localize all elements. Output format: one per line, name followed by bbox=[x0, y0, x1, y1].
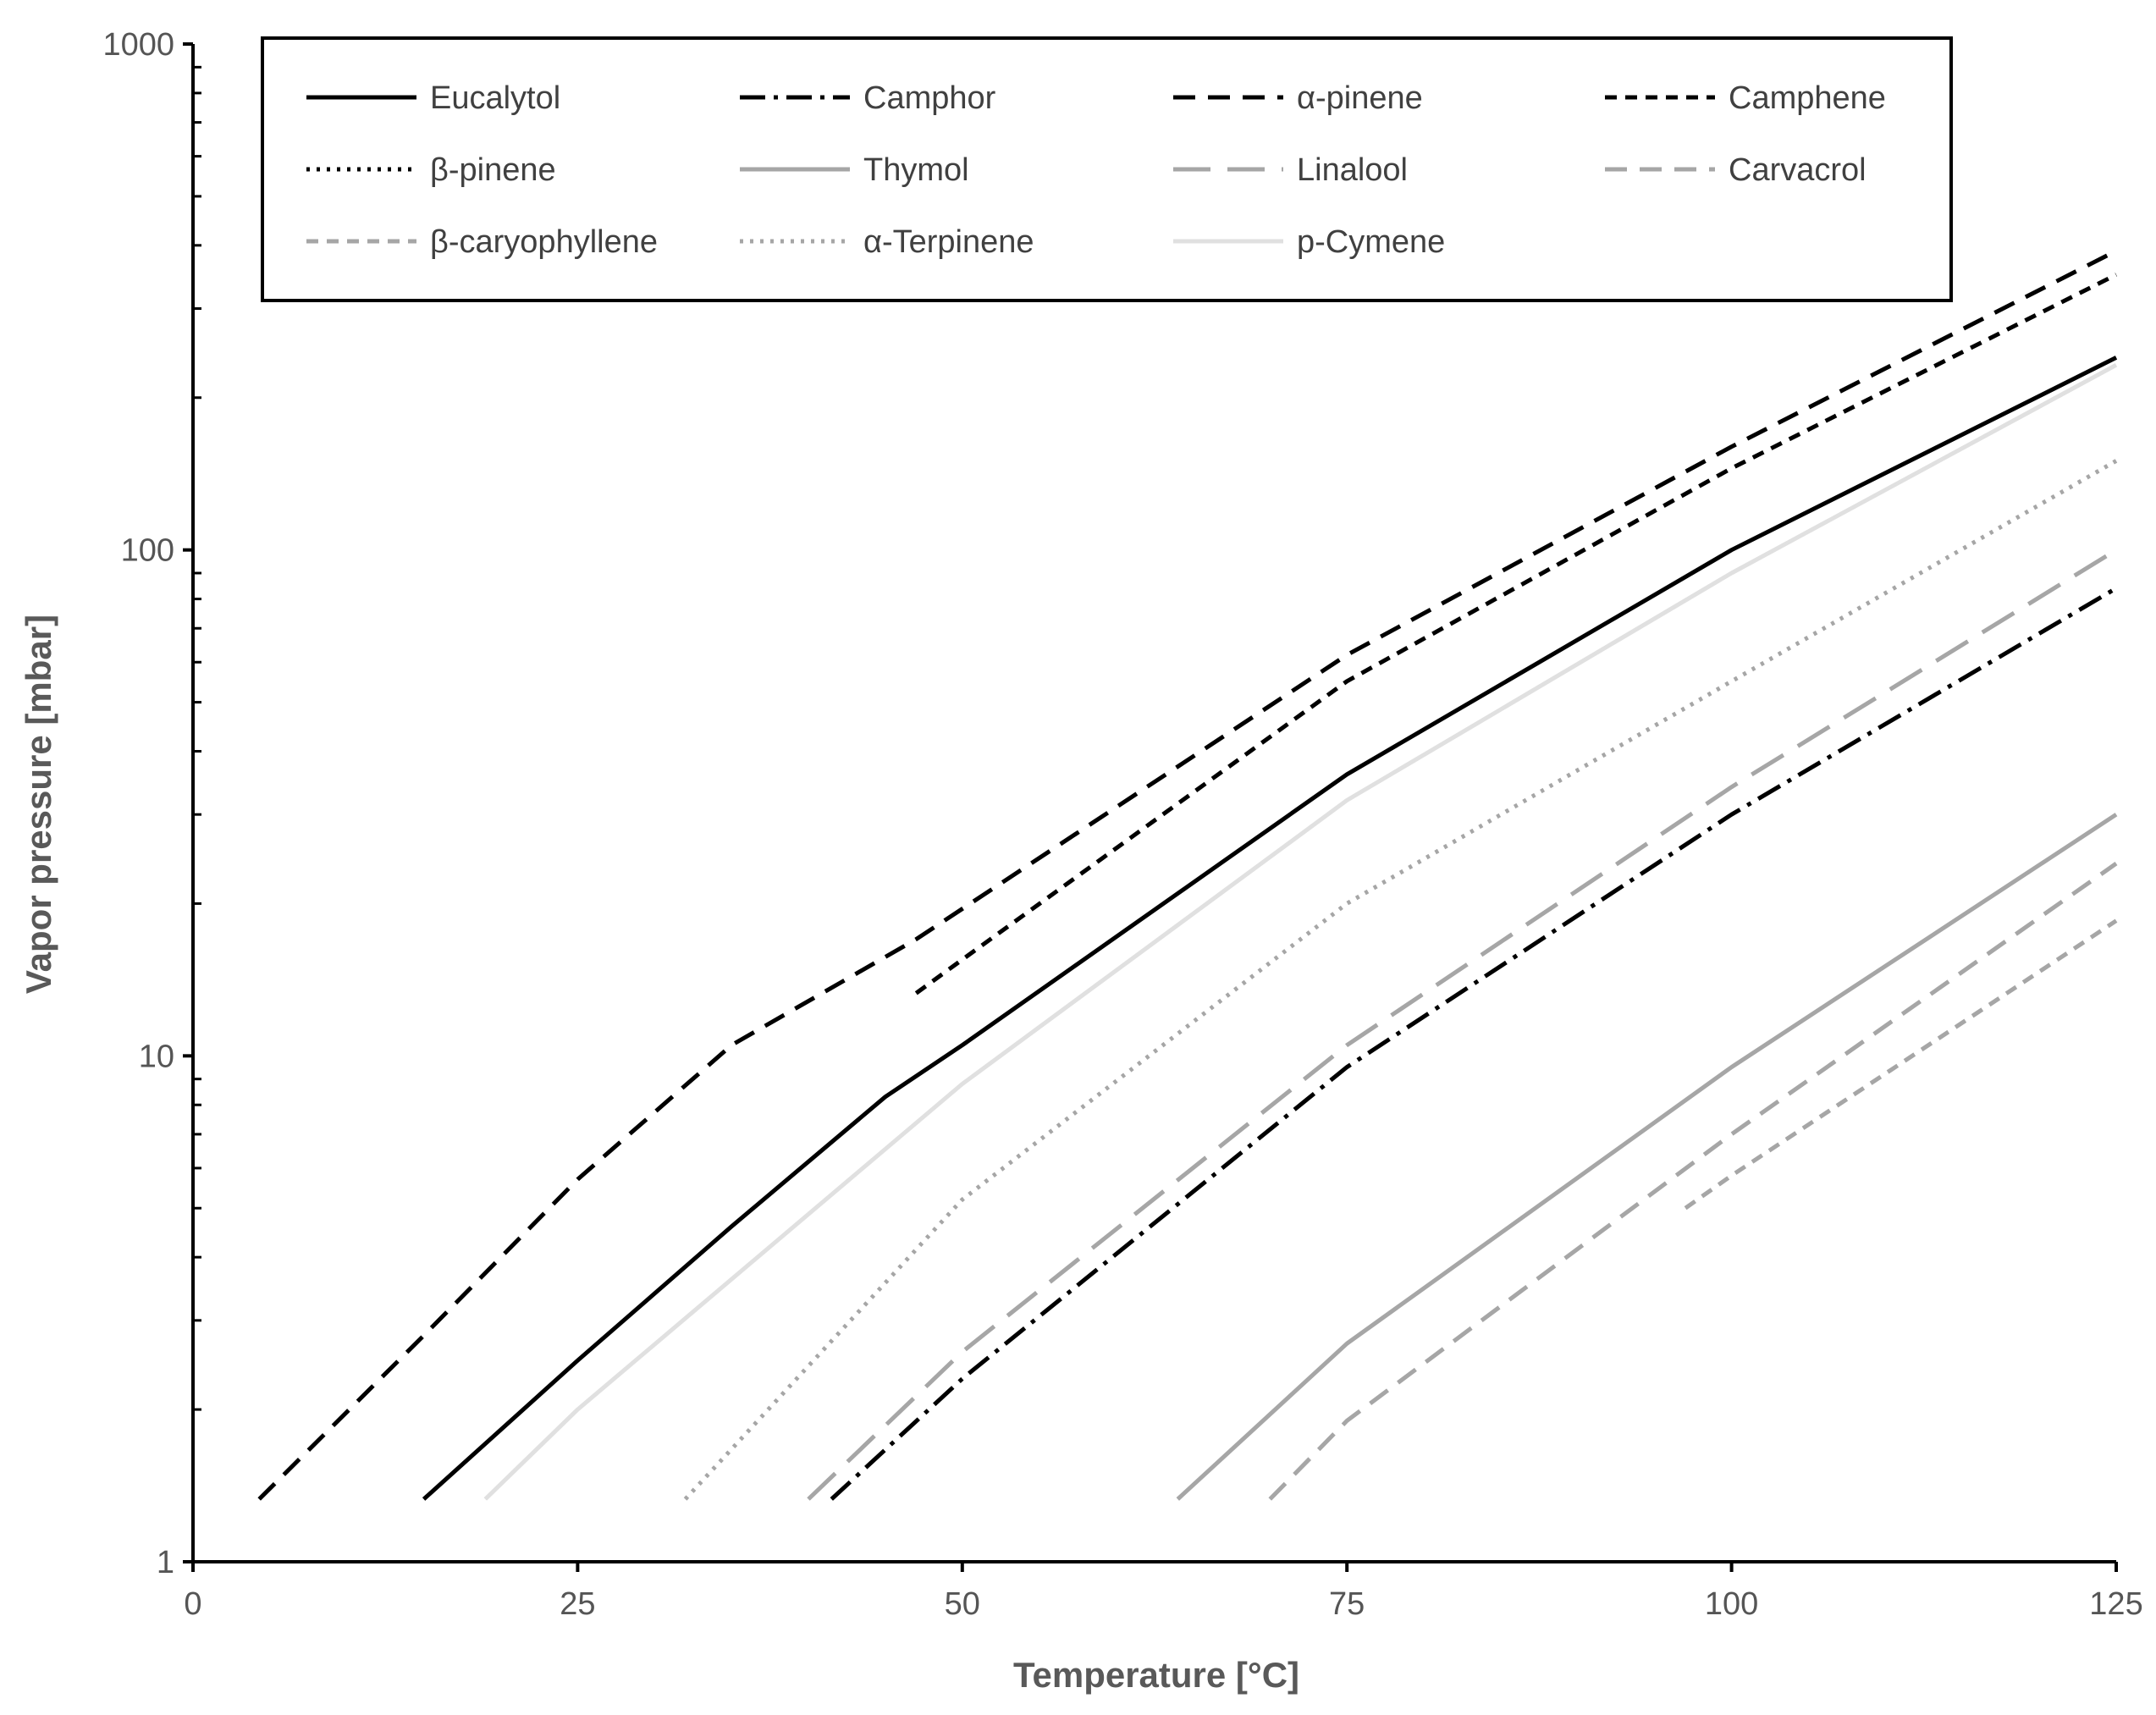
series-line-camphene bbox=[914, 273, 2118, 995]
legend-label-camphene: Camphene bbox=[1729, 80, 1886, 116]
y-axis-title: Vapor pressure [mbar] bbox=[19, 615, 58, 994]
series-line-eucalytol bbox=[422, 356, 2118, 1501]
legend-items: Eucalytol Camphor α-pinene Camphene β-pinene… bbox=[306, 80, 1886, 260]
series-line-p-cymene bbox=[483, 363, 2118, 1501]
legend-label-carvacrol: Carvacrol bbox=[1729, 152, 1867, 188]
x-tick-label: 75 bbox=[1329, 1586, 1365, 1622]
y-tick-label: 1 bbox=[157, 1545, 174, 1580]
legend: Eucalytol Camphor α-pinene Camphene β-pinene… bbox=[261, 36, 1953, 302]
x-tick-label: 50 bbox=[945, 1586, 980, 1622]
x-tick-label: 25 bbox=[560, 1586, 595, 1622]
axes-layer bbox=[191, 44, 2116, 1563]
legend-label-pinene: β-pinene bbox=[430, 152, 556, 188]
x-tick-label: 100 bbox=[1705, 1586, 1758, 1622]
y-tick-label: 100 bbox=[121, 533, 174, 569]
legend-label-p-cymene: p-Cymene bbox=[1297, 224, 1445, 260]
legend-label-eucalytol: Eucalytol bbox=[430, 80, 560, 116]
legend-label-thymol: Thymol bbox=[863, 152, 969, 188]
legend-label-linalool: Linalool bbox=[1297, 152, 1408, 188]
y-tick-label: 1000 bbox=[102, 27, 174, 63]
legend-label-caryophyllene: β-caryophyllene bbox=[430, 224, 658, 260]
series-line-terpinene bbox=[683, 459, 2118, 1501]
ticks-layer: 0 25 50 75 100 125 1 10 100 1000 bbox=[102, 27, 2142, 1622]
x-tick-label: 125 bbox=[2089, 1586, 2142, 1622]
legend-box bbox=[261, 36, 1953, 302]
x-axis-title: Temperature [°C] bbox=[1013, 1655, 1299, 1695]
series-line-carvacrol bbox=[1268, 862, 2118, 1501]
legend-label-camphor: Camphor bbox=[863, 80, 996, 116]
legend-label-pinene: α-pinene bbox=[1297, 80, 1423, 116]
y-tick-label: 10 bbox=[139, 1039, 174, 1074]
series-layer bbox=[257, 249, 2118, 1501]
x-tick-label: 0 bbox=[184, 1586, 201, 1622]
series-line-camphor bbox=[830, 586, 2118, 1501]
series-line-pinene bbox=[257, 249, 2118, 1501]
series-line-thymol bbox=[1176, 813, 2118, 1501]
legend-label-terpinene: α-Terpinene bbox=[863, 224, 1034, 260]
series-line-linalool bbox=[807, 548, 2118, 1501]
